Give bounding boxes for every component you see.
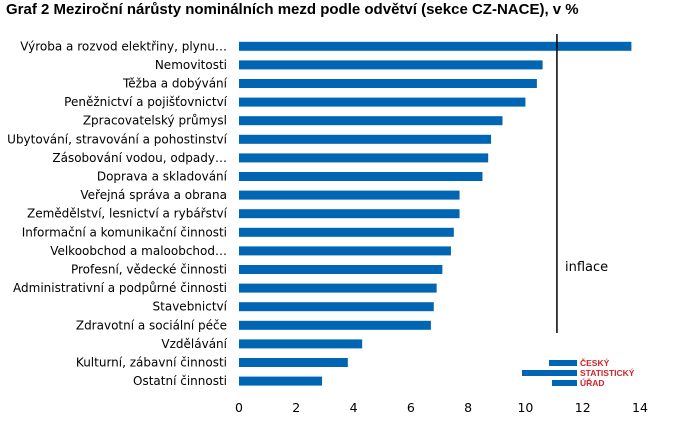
x-tick-label: 12 [575,400,591,415]
czso-logo: ČESKÝ STATISTICKÝ ÚŘAD [522,357,635,388]
x-tick-label: 0 [235,400,243,415]
x-tick-label: 8 [464,400,472,415]
bar [239,97,526,107]
category-label: Administrativní a podpůrné činnosti [13,281,227,295]
category-label: Velkoobchod a maloobchod… [50,244,227,258]
inflation-label: inflace [565,260,608,275]
category-label: Profesní, vědecké činnosti [71,263,227,277]
logo-text-line: STATISTICKÝ [580,367,635,378]
category-label: Ubytování, stravování a pohostinství [7,132,227,146]
bar [239,320,431,330]
logo-mark-bar [549,360,577,366]
bar [239,172,483,181]
category-label: Veřejná správa a obrana [80,188,227,202]
bar [239,339,363,349]
x-tick-label: 14 [632,400,648,415]
category-label: Kulturní, zábavní činnosti [76,356,227,370]
bar [239,116,503,126]
bar [239,153,489,163]
category-labels: Výroba a rozvod elektřiny, plynu… Nemovit… [7,39,228,388]
x-tick-label: 4 [350,400,358,415]
category-label: Ostatní činnosti [133,374,227,388]
logo-text-line: ÚŘAD [580,377,605,388]
bar [239,41,632,51]
chart-title: Graf 2 Meziroční nárůsty nominálních mez… [6,1,579,18]
x-axis-ticks: 0 2 4 6 8 10 12 14 [235,400,648,415]
category-label: Nemovitosti [155,58,227,72]
bar [239,376,323,386]
x-tick-label: 6 [407,400,415,415]
bar [239,358,348,367]
logo-mark-bar [552,380,577,386]
bar [239,227,454,237]
category-label: Zásobování vodou, odpady… [52,151,227,165]
bar [239,209,460,219]
x-tick-label: 2 [292,400,300,415]
logo-mark-bar [522,370,577,376]
category-label: Těžba a dobývání [122,77,228,91]
category-label: Informační a komunikační činnosti [22,225,227,239]
category-label: Zdravotní a sociální péče [76,318,227,332]
category-label: Zpracovatelský průmysl [83,114,227,128]
bar [239,283,437,293]
bar [239,79,537,88]
category-label: Výroba a rozvod elektřiny, plynu… [20,39,227,53]
x-tick-label: 10 [517,400,533,415]
category-label: Vzdělávání [161,337,227,351]
bar [239,60,543,70]
logo-text-line: ČESKÝ [580,357,610,368]
category-label: Doprava a skladování [97,170,228,184]
bar [239,134,492,144]
category-label: Peněžnictví a pojišťovnictví [64,95,228,109]
bars-group [239,41,632,386]
category-label: Zemědělství, lesnictví a rybářství [27,207,228,221]
bar [239,302,434,312]
bar [239,246,451,256]
bar [239,190,460,200]
category-label: Stavebnictví [153,300,228,314]
bar [239,265,443,274]
